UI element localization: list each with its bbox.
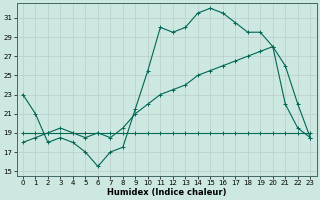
X-axis label: Humidex (Indice chaleur): Humidex (Indice chaleur): [107, 188, 226, 197]
